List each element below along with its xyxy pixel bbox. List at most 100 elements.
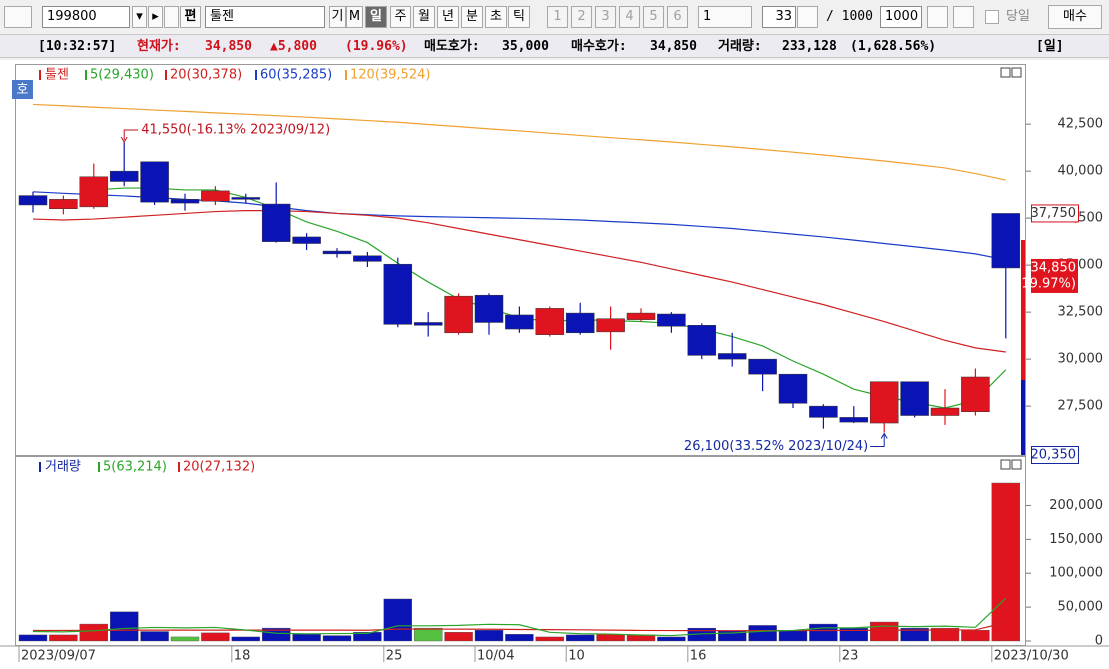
candle-body [535, 308, 565, 335]
volume-bar [961, 629, 990, 642]
number-button[interactable]: 6 [667, 6, 688, 28]
volume-bar [535, 636, 564, 642]
count-input[interactable]: 33 [762, 6, 796, 28]
volume-bar [444, 631, 473, 642]
period-button[interactable]: 일 [365, 6, 387, 28]
legend-entry: 5(63,214) [103, 460, 167, 475]
panel-restore-icon[interactable] [1000, 459, 1011, 470]
daily-range-up [1021, 240, 1025, 380]
candle-body [626, 312, 656, 320]
candle-body [140, 161, 169, 203]
period-button[interactable]: 월 [413, 6, 435, 28]
time: [10:32:57] [38, 39, 117, 54]
legend-marker [85, 70, 87, 80]
candle-body [930, 407, 960, 416]
y-tick-label: 42,500 [1058, 117, 1104, 132]
x-tick-label: 16 [690, 649, 707, 664]
daily-range-down [1021, 380, 1025, 455]
volume-bar [657, 636, 686, 642]
number-button[interactable]: 2 [571, 6, 592, 28]
volume-bar [231, 636, 261, 642]
badge-box[interactable] [12, 80, 33, 99]
price-label-note: ( 19.97%) [1012, 276, 1076, 291]
dropdown-button[interactable]: ▾ [132, 6, 147, 28]
tool-button[interactable] [953, 6, 974, 28]
number-button[interactable]: 1 [547, 6, 568, 28]
candle-body [79, 176, 109, 208]
count-spinner[interactable] [797, 6, 818, 28]
candle-body [444, 295, 473, 334]
x-tick-label: 10/04 [477, 649, 514, 664]
max-input[interactable]: 1000 [880, 6, 922, 28]
x-tick-label: 2023/10/30 [994, 649, 1069, 664]
number-button[interactable]: 4 [619, 6, 640, 28]
next-button[interactable]: ▸ [148, 6, 163, 28]
moving-average [32, 622, 1006, 632]
volume-bar [201, 632, 230, 642]
y-tick-label: 200,000 [1049, 498, 1103, 513]
x-tick-label: 18 [234, 649, 251, 664]
candle-body [596, 318, 625, 333]
period-button[interactable]: 분 [461, 6, 483, 28]
candle-body [201, 190, 230, 202]
candle-body [961, 376, 990, 413]
period-button[interactable]: 주 [390, 6, 411, 28]
name-input[interactable]: 툴젠 [205, 6, 325, 28]
price-label: 37,750 [1031, 206, 1077, 221]
today-checkbox[interactable] [985, 10, 999, 24]
code-input[interactable]: 199800 [42, 6, 130, 28]
volume-bar [140, 631, 169, 642]
number-button[interactable]: 3 [595, 6, 616, 28]
volume-bar [79, 623, 109, 642]
x-tick-label: 23 [842, 649, 859, 664]
candle-body [869, 381, 899, 424]
unit-select[interactable]: 1 [698, 6, 752, 28]
panel-close-icon[interactable] [1011, 67, 1022, 78]
annotation-arrow [120, 129, 139, 143]
period-button[interactable]: 년 [437, 6, 459, 28]
period-button[interactable]: M [346, 6, 363, 28]
candle-body [383, 263, 413, 325]
moving-average [32, 103, 1006, 181]
order-button[interactable]: 매수 [1048, 5, 1102, 29]
legend-marker [39, 70, 41, 80]
ask: 35,000 [502, 39, 549, 54]
legend-marker [98, 462, 100, 472]
number-button[interactable]: 5 [643, 6, 664, 28]
search-mode-button[interactable]: 편 [180, 6, 201, 28]
tool-button[interactable] [927, 6, 948, 28]
candle-body [231, 197, 261, 200]
candle-body [292, 236, 321, 244]
volume-panel [15, 456, 1026, 646]
candle-body [657, 313, 686, 327]
volume-bar [626, 634, 656, 642]
panel-restore-icon[interactable] [1000, 67, 1011, 78]
y-tick-label: 150,000 [1049, 532, 1103, 547]
volume-bar [170, 636, 200, 642]
candle-body [261, 203, 291, 242]
volume-bar [353, 631, 382, 642]
candle-body [353, 255, 382, 262]
search-button[interactable] [164, 6, 179, 28]
panel-close-icon[interactable] [1011, 459, 1022, 470]
volume-bar [414, 627, 443, 642]
volume-bar [383, 598, 412, 642]
chart-badge[interactable]: 호 [17, 83, 29, 98]
bid-label: 매수호가: [571, 39, 627, 54]
period-button[interactable]: 기 [329, 6, 346, 28]
first-button[interactable] [4, 6, 32, 28]
period-button[interactable]: 틱 [508, 6, 530, 28]
period-button[interactable]: 초 [485, 6, 507, 28]
volume-bar [292, 634, 321, 642]
candle-body [748, 358, 777, 375]
volume-bar [778, 630, 808, 642]
y-tick-label: 100,000 [1049, 566, 1103, 581]
volume-bar [474, 629, 504, 642]
moving-average [32, 210, 1006, 353]
volume-bar [262, 627, 291, 642]
volume-bar [930, 627, 960, 642]
volume-rate: (1,628.56%) [850, 39, 937, 54]
candle-body [413, 322, 443, 326]
change: ▲5,800 [270, 39, 317, 54]
